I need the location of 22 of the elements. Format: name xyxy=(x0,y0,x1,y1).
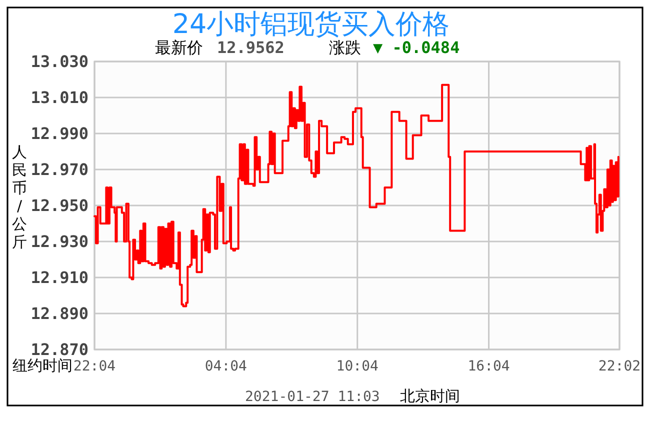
y-tick-label: 12.990 xyxy=(30,124,88,143)
y-tick-label: 13.030 xyxy=(30,52,88,71)
y-tick-label: 12.930 xyxy=(30,232,88,251)
y-tick-label: 12.970 xyxy=(30,160,88,179)
x-tick-label: 22:04 xyxy=(73,358,116,374)
x-tick-label: 04:04 xyxy=(204,358,248,374)
x-axis-title: 纽约时间 xyxy=(12,356,72,374)
text: ▼ -0.0484 xyxy=(373,38,460,57)
x-tick-label: 10:04 xyxy=(336,358,378,374)
y-tick-label: 12.870 xyxy=(30,340,88,359)
y-tick-label: 12.950 xyxy=(30,196,88,215)
y-tick-label: 13.010 xyxy=(30,88,88,107)
chart-subtitle: 最新价 12.9562 xyxy=(155,38,284,57)
text: 涨跌 xyxy=(329,38,361,57)
y-tick-label: 12.910 xyxy=(30,268,88,287)
y-tick-label: 12.890 xyxy=(30,304,88,323)
text: 2021-01-27 11:03 xyxy=(245,389,380,405)
chart-title: 24小时铝现货买入价格 xyxy=(172,9,450,40)
x-tick-label: 22:02 xyxy=(598,358,641,374)
x-tick-label: 16:04 xyxy=(468,358,510,374)
text: 北京时间 xyxy=(400,387,460,405)
y-axis-title: 人民币/公斤 xyxy=(12,143,27,251)
